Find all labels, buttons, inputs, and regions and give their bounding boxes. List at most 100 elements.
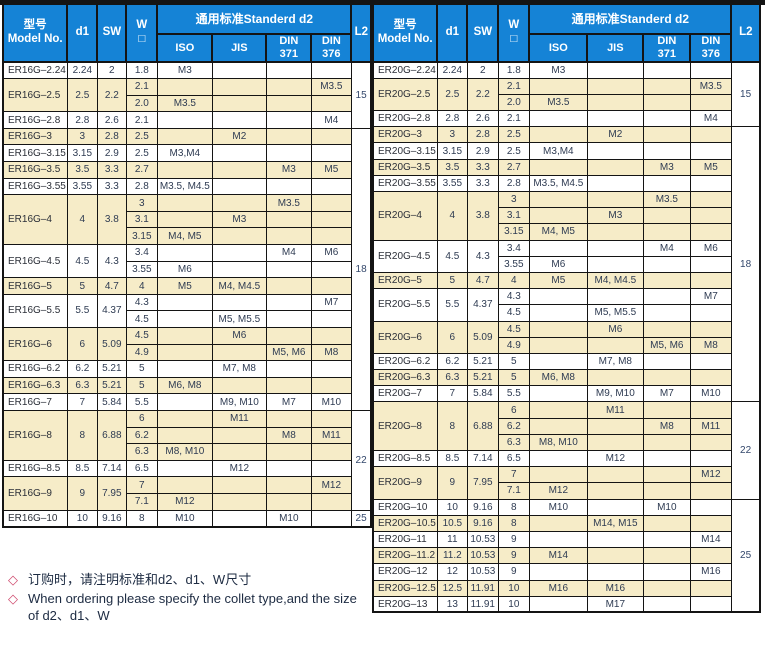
cell-model: ER20G–2.8 (372, 110, 438, 128)
table-row: ER20G–2.5 2.5 2.2 2.1 M3.5 (372, 77, 760, 112)
cell-w: 2.1 (125, 111, 158, 129)
table-row: ER16G–2.8 2.8 2.6 2.1 M4 (2, 111, 371, 129)
cell-din376 (689, 174, 732, 193)
cell-din371 (642, 93, 691, 112)
cell-jis (211, 161, 267, 179)
cell-sw: 11.91 (466, 595, 499, 613)
cell-din371 (642, 530, 691, 549)
note-chinese: ◇ 订购时，请注明标准和d2、d1、W尺寸 (8, 572, 366, 588)
header-d1: d1 (436, 3, 469, 63)
cell-jis (211, 426, 267, 445)
cell-w: 4.5 (497, 304, 530, 322)
cell-d1: 9 (436, 466, 468, 500)
cell-din376 (689, 255, 732, 273)
cell-w: 4.5 (497, 320, 530, 338)
cell-din371 (265, 260, 312, 279)
table-row: ER20G–11 11 10.53 9 M14 (372, 530, 760, 549)
cell-w: 7 (125, 476, 158, 494)
cell-din376 (689, 207, 732, 225)
cell-jis: M12 (211, 459, 267, 478)
cell-model: ER20G–3 (372, 126, 438, 144)
cell-iso: M4, M5 (156, 227, 213, 246)
cell-model: ER20G–10.5 (372, 514, 438, 532)
header-model: 型号 Model No. (371, 3, 439, 63)
cell-w: 5 (125, 360, 158, 378)
cell-sw: 2.9 (466, 142, 499, 160)
cell-iso (528, 126, 588, 144)
cell-din371: M3 (265, 161, 312, 179)
cell-jis (211, 78, 267, 96)
cell-model: ER16G–5 (2, 277, 68, 295)
cell-jis (586, 547, 644, 565)
cell-din371 (642, 110, 691, 128)
cell-din376: M4 (310, 111, 352, 129)
cell-d1: 7 (436, 385, 468, 403)
cell-w: 2.0 (497, 93, 530, 112)
cell-d1: 3 (66, 127, 98, 146)
cell-w: 5 (497, 352, 530, 371)
cell-iso (528, 401, 588, 419)
cell-din376 (310, 376, 352, 395)
cell-iso (528, 158, 588, 176)
cell-w: 2.5 (497, 126, 530, 144)
cell-din371: M5, M6 (642, 336, 691, 354)
cell-din376 (310, 459, 352, 478)
cell-din371 (642, 433, 691, 452)
cell-din376 (689, 352, 732, 371)
header-jis: JIS (211, 33, 268, 63)
cell-sw: 4.37 (466, 288, 499, 322)
cell-iso (156, 393, 213, 411)
cell-iso: M10 (156, 509, 213, 528)
header-jis: JIS (586, 33, 645, 63)
cell-w: 3.1 (497, 207, 530, 225)
table-row: 2.0 M3.5 (373, 93, 760, 112)
cell-w: 2.8 (125, 177, 158, 196)
table-row: ER20G–8 8 6.88 6 M11 22 (372, 401, 761, 500)
cell-l2: 15 (730, 61, 761, 128)
cell-d1: 5 (436, 271, 468, 290)
cell-d1: 4 (436, 191, 468, 241)
cell-din376 (689, 449, 732, 468)
cell-w: 1.8 (497, 61, 530, 79)
cell-sw: 3.3 (466, 158, 499, 176)
cell-jis (586, 288, 644, 306)
cell-jis (586, 142, 644, 160)
cell-din371 (642, 449, 691, 468)
cell-w: 2.1 (125, 78, 158, 96)
cell-jis: M3 (586, 207, 644, 225)
table-row: ER16G–6 6 5.09 4.5 M6 (2, 326, 371, 362)
cell-din371 (265, 376, 312, 395)
cell-din371 (265, 127, 312, 146)
cell-sw: 5.09 (96, 326, 127, 362)
cell-din371 (265, 327, 312, 345)
header-w: W □ (497, 3, 531, 63)
cell-din371 (265, 61, 312, 80)
cell-d1: 6.3 (66, 376, 98, 395)
cell-jis (586, 255, 644, 273)
cell-din371: M3.5 (265, 194, 312, 212)
cell-iso: M3 (528, 61, 588, 79)
cell-din376: M5 (310, 161, 352, 179)
cell-d1: 2.5 (436, 77, 468, 112)
cell-d1: 8 (66, 409, 98, 461)
table-row: ER20G–3.5 3.5 3.3 2.7 M3 M5 (372, 158, 760, 176)
cell-sw: 7.95 (466, 466, 499, 500)
cell-din376 (689, 126, 732, 144)
cell-d1: 6 (436, 320, 468, 354)
cell-l2: 22 (730, 401, 761, 500)
cell-model: ER20G–11 (372, 530, 438, 549)
cell-sw: 2.2 (96, 78, 127, 113)
table-row: ER16G–7 7 5.84 5.5 M9, M10 M7 M10 (2, 393, 371, 411)
cell-model: ER16G–4.5 (2, 244, 68, 279)
cell-iso: M3 (156, 61, 213, 80)
table-row: ER20G–11.2 11.2 10.53 9 M14 (372, 547, 760, 565)
cell-w: 6.2 (125, 426, 158, 445)
cell-iso: M6, M8 (528, 369, 588, 387)
cell-sw: 5.21 (466, 369, 499, 387)
cell-model: ER20G–5.5 (372, 288, 438, 322)
cell-w: 4.5 (125, 327, 158, 345)
cell-d1: 3.55 (66, 177, 98, 196)
cell-iso: M14 (528, 547, 588, 565)
cell-iso: M5 (528, 271, 588, 290)
cell-din376 (310, 443, 352, 461)
